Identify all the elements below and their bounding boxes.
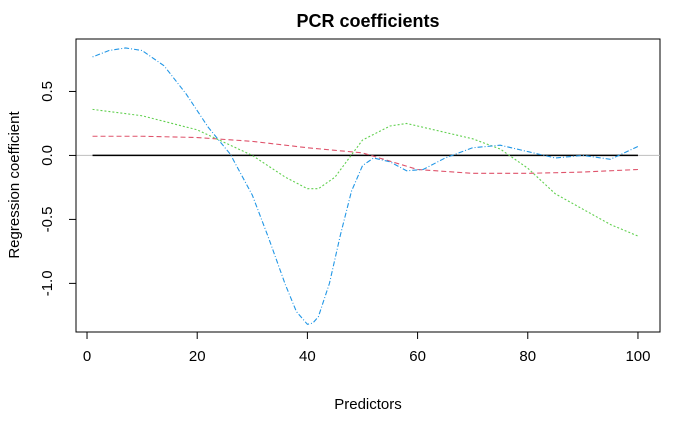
series-line-3 — [92, 108, 639, 237]
x-tick-label: 100 — [625, 348, 650, 365]
y-tick-label: 0.0 — [39, 145, 56, 166]
x-tick-label: 20 — [189, 348, 206, 365]
series-line-2 — [92, 135, 638, 174]
series-layer — [92, 47, 639, 325]
y-tick-label: -1.0 — [39, 270, 56, 296]
y-axis: -1.0 -0.5 0.0 0.5 — [39, 81, 77, 296]
plot-frame — [75, 38, 661, 333]
x-tick-label: 80 — [519, 348, 536, 365]
x-tick-label: 60 — [409, 348, 426, 365]
x-axis-label: Predictors — [334, 396, 402, 413]
x-axis: 0 20 40 60 80 100 — [83, 331, 650, 365]
y-tick-label: 0.5 — [39, 81, 56, 102]
y-axis-label: Regression coefficient — [6, 111, 23, 259]
series-line-4 — [92, 47, 639, 325]
x-tick-label: 0 — [83, 348, 91, 365]
y-tick-label: -0.5 — [39, 206, 56, 232]
chart-title: PCR coefficients — [296, 11, 439, 31]
x-tick-label: 40 — [299, 348, 316, 365]
